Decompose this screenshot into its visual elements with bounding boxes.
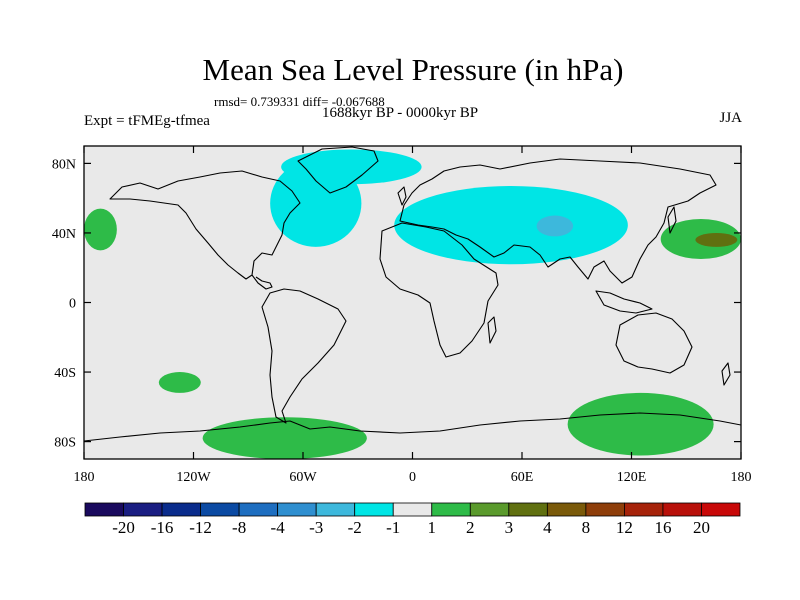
coast-british-isles — [397, 186, 407, 206]
season-label: JJA — [719, 110, 742, 126]
coast-eurasia — [399, 158, 717, 284]
colorbar-swatch — [392, 502, 433, 517]
coast-australia — [615, 312, 693, 374]
experiment-label: Expt = tFMEg-tfmea — [84, 113, 210, 129]
colorbar-label: 12 — [616, 518, 633, 537]
colorbar-swatch — [546, 502, 587, 517]
colorbar-label: 20 — [693, 518, 710, 537]
colorbar-swatch — [508, 502, 548, 517]
x-tick-label: 180 — [731, 470, 752, 485]
anomaly-eurasia-negative — [394, 185, 628, 265]
anomaly-east-antarctica-positive — [567, 392, 714, 456]
anomaly-fields — [84, 149, 741, 459]
coast-maritime-se-asia — [595, 290, 653, 314]
x-tick-label: 60E — [511, 470, 534, 485]
colorbar-swatch — [585, 502, 625, 517]
colorbar-swatch — [431, 502, 471, 517]
coast-north-america — [109, 170, 301, 280]
axis-ticks: 180 120W 60W 0 60E 120E 180 80N 40N 0 40S 80S — [52, 146, 752, 485]
colorbar-label: 16 — [654, 518, 671, 537]
coast-greenland — [297, 146, 379, 194]
colorbar-label: -1 — [386, 518, 400, 537]
colorbar-label: -20 — [112, 518, 135, 537]
colorbar-swatch — [238, 502, 279, 517]
x-tick-label: 60W — [289, 470, 317, 485]
colorbar-swatch — [123, 502, 163, 517]
period-label: 1688kyr BP - 0000kyr BP — [322, 105, 479, 121]
colorbar-label: -12 — [189, 518, 212, 537]
colorbar-label: 1 — [428, 518, 437, 537]
colorbar-swatch — [354, 502, 394, 517]
colorbar: -20 -16 -12 -8 -4 -3 -2 -1 1 2 3 4 8 12 16 20 — [84, 502, 741, 537]
coast-antarctica — [84, 412, 741, 442]
colorbar-swatch — [701, 502, 741, 517]
colorbar-label: 8 — [582, 518, 591, 537]
coast-japan — [667, 206, 677, 234]
colorbar-label: -8 — [232, 518, 246, 537]
chart-title: Mean Sea Level Pressure (in hPa) — [202, 52, 624, 87]
colorbar-swatch — [662, 502, 702, 517]
coast-madagascar — [487, 316, 497, 344]
colorbar-swatch — [624, 502, 664, 517]
coast-new-zealand — [721, 362, 731, 386]
colorbar-label: 4 — [543, 518, 552, 537]
anomaly-west-antarctica-positive — [202, 417, 367, 459]
coast-central-america — [251, 274, 273, 290]
anomaly-arctic-negative — [281, 149, 422, 185]
colorbar-swatch — [161, 502, 201, 517]
x-tick-label: 120E — [617, 470, 647, 485]
y-tick-label: 0 — [69, 297, 76, 312]
anomaly-north-pacific-west-positive — [84, 208, 117, 251]
colorbar-swatch — [277, 502, 317, 517]
y-tick-label: 80N — [52, 157, 76, 172]
colorbar-swatch — [469, 502, 510, 517]
coast-africa — [379, 222, 499, 358]
y-tick-label: 80S — [54, 436, 76, 451]
colorbar-label: 2 — [466, 518, 475, 537]
anomaly-central-asia-negative-core — [536, 215, 574, 237]
coastlines — [84, 146, 741, 442]
colorbar-label: -4 — [271, 518, 286, 537]
x-tick-label: 0 — [409, 470, 416, 485]
anomaly-south-pacific-positive — [158, 372, 201, 393]
colorbar-label: -16 — [151, 518, 174, 537]
colorbar-swatch — [315, 502, 356, 517]
colorbar-swatch — [84, 502, 124, 517]
y-tick-label: 40N — [52, 227, 76, 242]
y-tick-label: 40S — [54, 366, 76, 381]
colorbar-label: 3 — [505, 518, 514, 537]
coast-south-america — [261, 288, 347, 424]
x-tick-label: 120W — [176, 470, 211, 485]
x-tick-label: 180 — [74, 470, 95, 485]
colorbar-label: -3 — [309, 518, 323, 537]
stats-text: rmsd= 0.739331 diff= -0.067688 — [214, 94, 385, 109]
colorbar-swatch — [200, 502, 240, 517]
colorbar-label: -2 — [348, 518, 362, 537]
anomaly-north-pacific-positive-core — [695, 232, 738, 247]
